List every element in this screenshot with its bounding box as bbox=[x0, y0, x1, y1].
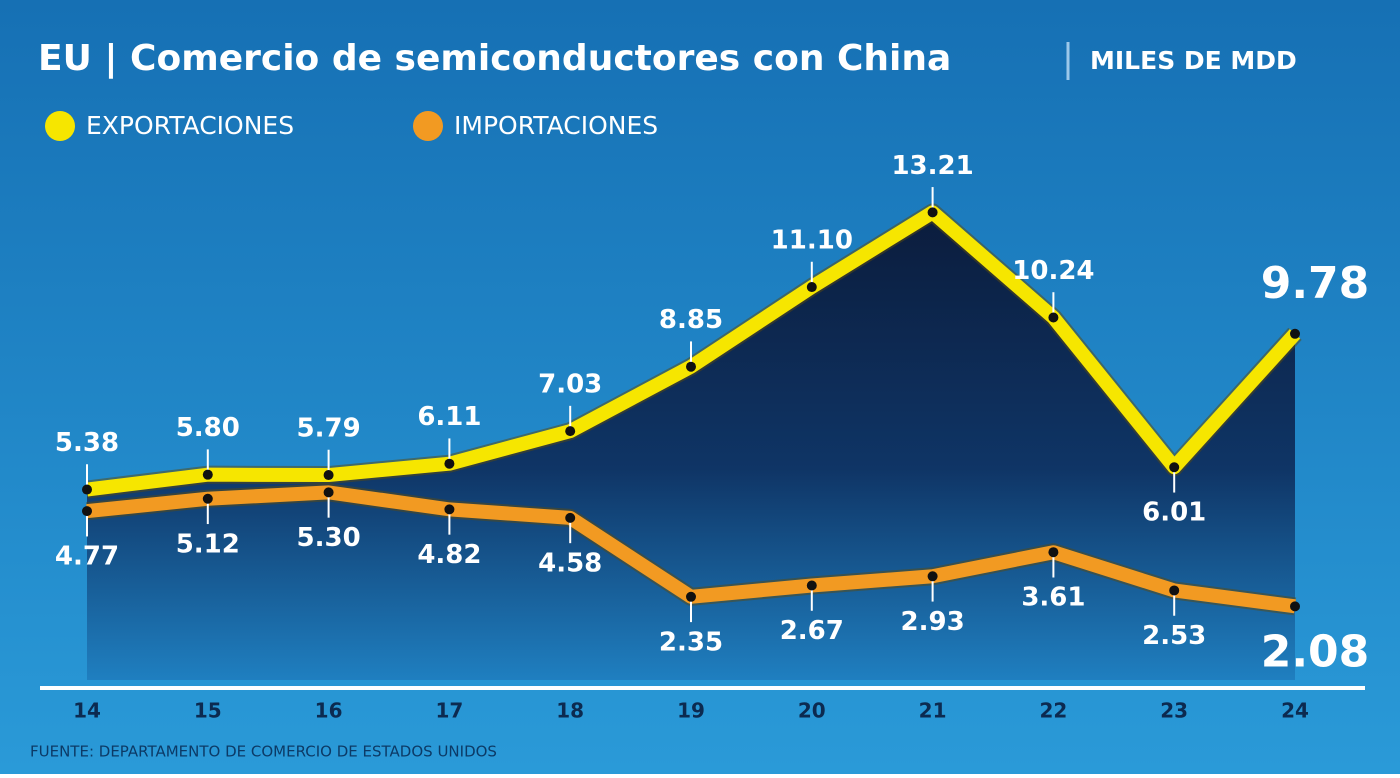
chart-title: EU | Comercio de semiconductores con Chi… bbox=[38, 38, 951, 79]
chart-units: MILES DE MDD bbox=[1090, 46, 1297, 75]
data-label: 5.79 bbox=[297, 414, 361, 444]
data-point bbox=[1169, 462, 1180, 473]
data-label: 6.11 bbox=[417, 402, 481, 432]
data-label: 7.03 bbox=[538, 370, 602, 400]
data-label: 8.85 bbox=[659, 305, 723, 335]
x-tick-label: 19 bbox=[677, 699, 705, 723]
data-point bbox=[806, 282, 817, 293]
data-label: 2.08 bbox=[1261, 626, 1370, 677]
data-point bbox=[927, 571, 938, 582]
legend-label: EXPORTACIONES bbox=[86, 111, 294, 140]
legend-label: IMPORTACIONES bbox=[454, 111, 658, 140]
data-label: 2.35 bbox=[659, 627, 723, 657]
data-point bbox=[565, 512, 576, 523]
data-point bbox=[1290, 328, 1300, 339]
data-label: 6.01 bbox=[1142, 498, 1206, 528]
data-point bbox=[565, 426, 576, 437]
data-label: 13.21 bbox=[891, 151, 973, 181]
data-label: 5.38 bbox=[55, 428, 119, 458]
data-label: 4.77 bbox=[55, 542, 119, 572]
data-label: 2.53 bbox=[1142, 621, 1206, 651]
x-tick-label: 23 bbox=[1160, 699, 1188, 723]
data-label: 2.93 bbox=[901, 607, 965, 637]
data-label: 4.82 bbox=[417, 540, 481, 570]
data-point bbox=[686, 361, 696, 372]
legend-swatch bbox=[45, 111, 75, 141]
data-point bbox=[82, 506, 92, 517]
x-tick-label: 22 bbox=[1039, 699, 1067, 723]
data-label: 2.67 bbox=[780, 616, 844, 646]
legend-swatch bbox=[413, 111, 443, 141]
data-point bbox=[444, 458, 455, 469]
x-tick-label: 21 bbox=[919, 699, 947, 723]
x-tick-label: 17 bbox=[435, 699, 463, 723]
data-label: 9.78 bbox=[1261, 258, 1370, 309]
data-point bbox=[1048, 312, 1059, 323]
x-tick-label: 15 bbox=[194, 699, 222, 723]
data-label: 5.12 bbox=[176, 529, 240, 559]
data-point bbox=[806, 580, 817, 591]
x-tick-label: 20 bbox=[798, 699, 826, 723]
data-label: 4.58 bbox=[538, 548, 602, 578]
x-tick-label: 18 bbox=[556, 699, 584, 723]
data-point bbox=[82, 484, 92, 495]
data-label: 5.30 bbox=[297, 523, 361, 553]
data-label: 3.61 bbox=[1021, 583, 1085, 613]
data-point bbox=[1169, 585, 1180, 596]
source: FUENTE: DEPARTAMENTO DE COMERCIO DE ESTA… bbox=[30, 743, 497, 761]
data-label: 5.80 bbox=[176, 413, 240, 443]
x-tick-label: 14 bbox=[73, 699, 101, 723]
data-point bbox=[1290, 601, 1300, 612]
data-point bbox=[323, 487, 334, 498]
data-label: 11.10 bbox=[771, 226, 853, 256]
x-tick-label: 24 bbox=[1281, 699, 1309, 723]
data-point bbox=[202, 469, 213, 480]
data-point bbox=[323, 470, 334, 481]
data-point bbox=[1048, 547, 1059, 558]
data-point bbox=[444, 504, 455, 515]
x-tick-label: 16 bbox=[315, 699, 343, 723]
data-point bbox=[927, 207, 938, 218]
data-label: 10.24 bbox=[1012, 256, 1094, 286]
data-point bbox=[686, 591, 696, 602]
data-point bbox=[202, 493, 213, 504]
